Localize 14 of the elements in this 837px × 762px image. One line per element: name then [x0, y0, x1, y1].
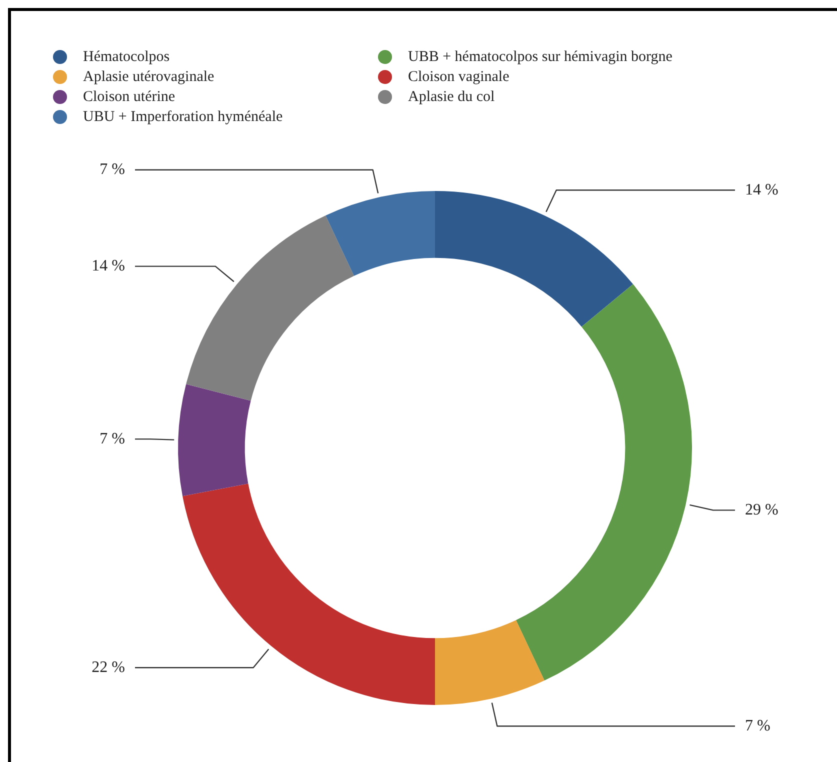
legend-label: Aplasie du col: [408, 88, 495, 106]
data-label: 29 %: [745, 501, 778, 518]
data-label: 14 %: [745, 181, 778, 198]
legend-label: Cloison utérine: [83, 88, 176, 106]
data-label: 7 %: [745, 717, 770, 734]
legend-label: Hématocolpos: [83, 48, 170, 66]
data-label: 7 %: [100, 430, 125, 448]
legend-label: Aplasie utérovaginale: [83, 68, 214, 86]
legend-label: UBB + hématocolpos sur hémivagin borgne: [408, 48, 672, 66]
legend-label: UBU + Imperforation hyménéale: [83, 108, 283, 126]
data-label: 14 %: [92, 258, 125, 275]
legend-label: Cloison vaginale: [408, 68, 510, 86]
data-label: 7 %: [100, 161, 125, 178]
data-label: 22 %: [92, 658, 125, 676]
